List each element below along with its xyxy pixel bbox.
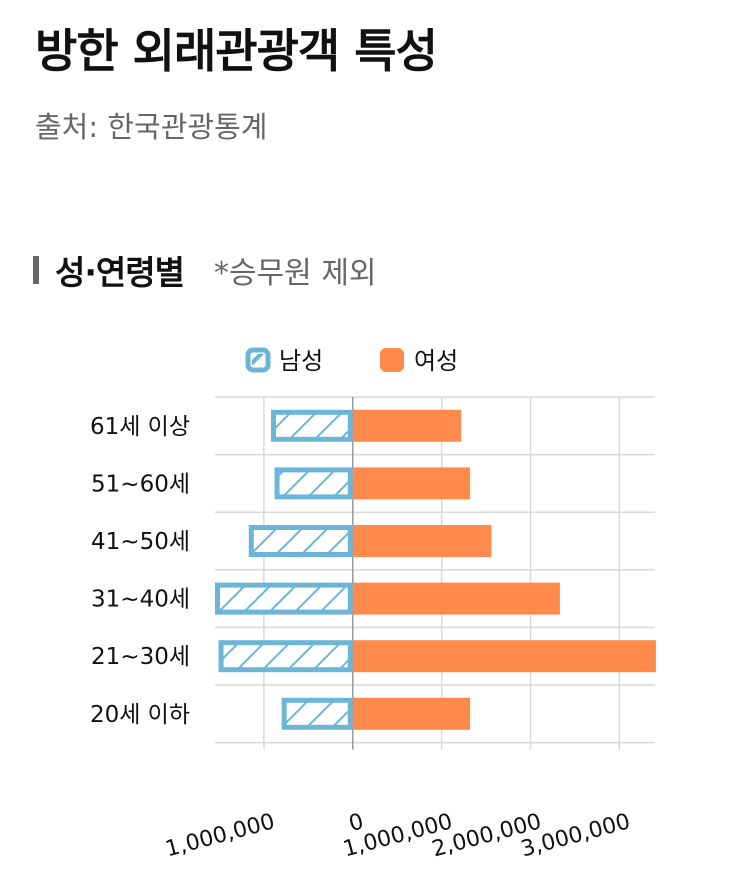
category-label: 20세 이하 <box>90 702 190 728</box>
category-label: 61세 이상 <box>90 414 190 440</box>
grid-lines <box>215 396 655 750</box>
legend-swatch-male-hatch <box>252 354 264 366</box>
legend: 남성 여성 <box>245 347 458 375</box>
population-pyramid-chart: 남성 여성 61세 이상 51~60세 41~50세 31~40세 21~30세 20세 이… <box>90 347 656 862</box>
category-labels: 61세 이상 51~60세 41~50세 31~40세 21~30세 20세 이하 <box>90 414 190 728</box>
bar-male-61세-이상 <box>271 409 353 442</box>
page-title: 방한 외래관광객 특성 <box>35 24 438 78</box>
x-tick-label: 1,000,000 <box>163 809 278 862</box>
bar-male-21-30세 <box>218 640 353 673</box>
source-text: 출처: 한국관광통계 <box>35 110 268 144</box>
legend-swatch-female <box>380 348 404 372</box>
legend-label-female: 여성 <box>414 347 458 375</box>
bar-female-41-50세 <box>352 525 492 557</box>
bar-male-31-40세 <box>215 582 353 615</box>
bar-male-41-50세 <box>248 525 353 557</box>
category-label: 21~30세 <box>91 644 190 670</box>
bar-female-51-60세 <box>352 467 471 500</box>
bar-male-20세-이하 <box>281 697 353 730</box>
category-label: 51~60세 <box>91 471 190 497</box>
bar-male-51-60세 <box>274 467 353 500</box>
x-tick-label: 0 <box>346 809 366 837</box>
legend-label-male: 남성 <box>279 347 323 375</box>
section-marker <box>33 256 39 284</box>
section-note: *승무원 제외 <box>213 256 377 291</box>
bar-female-61세-이상 <box>352 409 462 442</box>
bars <box>215 409 656 730</box>
bar-female-20세-이하 <box>352 697 471 730</box>
section-header: 성·연령별 *승무원 제외 <box>33 248 377 292</box>
category-label: 31~40세 <box>91 587 190 613</box>
bar-female-31-40세 <box>352 582 560 615</box>
bar-female-21-30세 <box>352 640 656 673</box>
category-label: 41~50세 <box>91 529 190 555</box>
section-title: 성·연령별 <box>55 253 185 292</box>
